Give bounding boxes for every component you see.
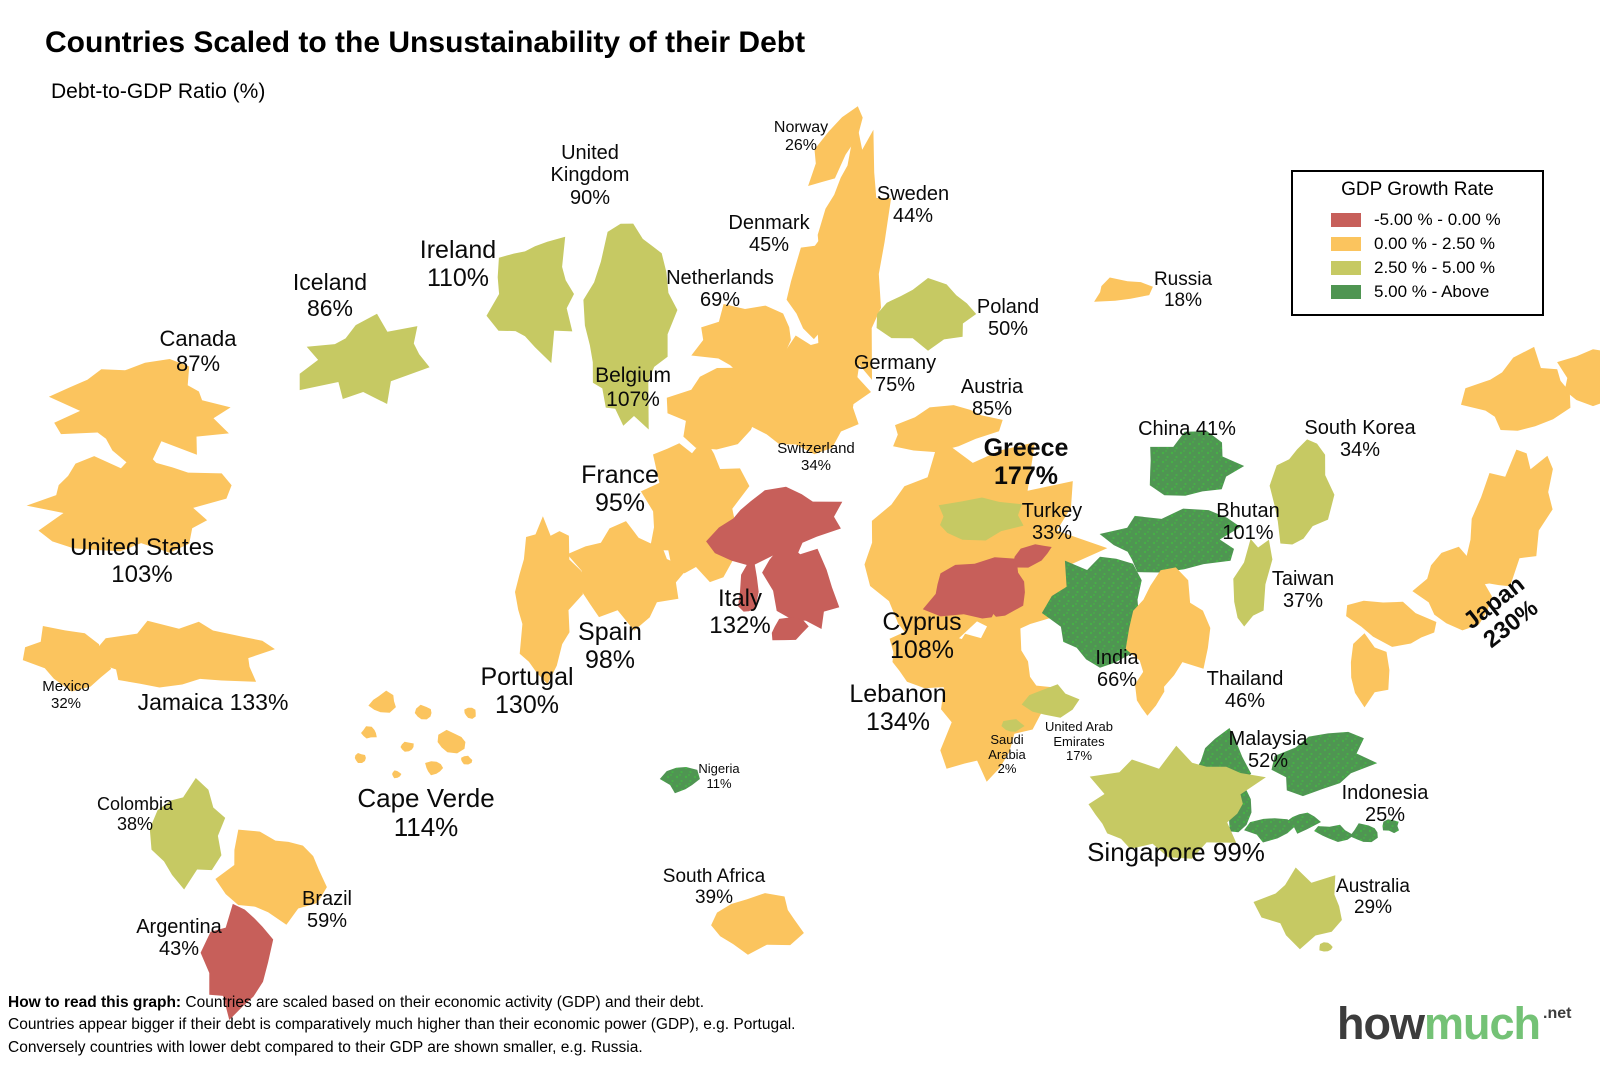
legend-box: GDP Growth Rate -5.00 % - 0.00 % 0.00 % … (1291, 170, 1544, 316)
country-shape-saudi-arabia (1001, 719, 1025, 732)
country-shape-denmark-0 (786, 227, 866, 347)
country-shape-argentina (200, 903, 274, 1020)
legend-swatch-yellow (1331, 237, 1361, 251)
legend-title: GDP Growth Rate (1341, 179, 1494, 200)
country-shape-indonesia-4 (1349, 823, 1378, 843)
country-shape-indonesia-1 (1244, 818, 1296, 843)
country-shape-ireland (486, 236, 574, 364)
legend-row-mid: 2.50 % - 5.00 % (1293, 256, 1542, 280)
country-shape-cape-verde-5 (464, 707, 476, 719)
country-shape-china (1149, 431, 1245, 496)
legend-label: -5.00 % - 0.00 % (1374, 210, 1501, 229)
logo-how: how (1337, 998, 1425, 1049)
country-shape-cyprus-0 (922, 557, 1025, 619)
country-shape-nigeria (659, 767, 700, 794)
country-shape-malaysia-1 (1271, 731, 1378, 797)
country-shape-iceland (299, 313, 430, 404)
country-shape-cape-verde-8 (461, 755, 473, 765)
country-shape-poland (876, 278, 977, 351)
country-shape-cyprus-1 (1013, 544, 1052, 568)
country-shape-cape-verde-4 (400, 741, 414, 752)
country-shape-bhutan (1099, 508, 1241, 573)
country-shape-jamaica (93, 620, 275, 688)
country-shape-brazil (215, 829, 327, 925)
country-shape-mexico (22, 626, 112, 692)
country-shape-portugal (515, 516, 583, 685)
country-shape-canada (48, 359, 231, 464)
country-shape-cape-verde-3 (437, 729, 466, 754)
note-line-2: Countries appear bigger if their debt is… (8, 1016, 796, 1034)
legend-swatch-olive (1331, 261, 1361, 275)
how-to-read-note: How to read this graph: Countries are sc… (8, 992, 795, 1059)
country-shape-spain (567, 521, 688, 631)
country-shape-united-kingdom (583, 223, 678, 430)
country-shape-cape-verde-7 (425, 761, 444, 776)
country-shape-indonesia-5 (1382, 819, 1399, 834)
page-subtitle: Debt-to-GDP Ratio (%) (51, 80, 266, 103)
page-title: Countries Scaled to the Unsustainability… (45, 26, 806, 59)
country-shape-indonesia-2 (1285, 812, 1321, 834)
country-shape-italy-3 (738, 561, 759, 612)
country-shape-south-africa (711, 893, 804, 955)
legend-swatch-red (1331, 213, 1361, 227)
country-shape-taiwan (1233, 538, 1273, 627)
country-shape-singapore (1088, 745, 1266, 859)
country-shape-united-states (26, 446, 232, 553)
country-shape-india (1041, 556, 1142, 668)
country-shape-japan-4 (1346, 600, 1437, 647)
legend-label: 5.00 % - Above (1374, 282, 1490, 301)
country-shape-cape-verde-2 (361, 726, 377, 739)
country-shape-thailand-0 (1125, 567, 1211, 692)
country-shape-australia-1 (1319, 942, 1333, 952)
country-shape-cape-verde-9 (392, 770, 402, 779)
country-shape-indonesia-3 (1314, 824, 1354, 842)
country-shape-italy-2 (771, 617, 809, 641)
country-shape-colombia (149, 778, 226, 890)
country-shape-lebanon (940, 614, 1043, 782)
country-shape-cape-verde-0 (368, 690, 396, 713)
country-shape-australia-0 (1253, 867, 1342, 950)
country-shape-japan-1 (1557, 349, 1600, 407)
country-shape-norway (808, 106, 863, 186)
country-shape-united-arab-emirates (1021, 684, 1080, 718)
country-shape-japan-3 (1412, 546, 1492, 631)
country-shape-russia (1094, 277, 1153, 302)
country-shape-switzerland (780, 405, 849, 438)
country-shape-italy-0 (706, 486, 843, 567)
legend-label: 2.50 % - 5.00 % (1374, 258, 1495, 277)
country-shape-japan-5 (1350, 633, 1390, 708)
legend-swatch-green (1331, 285, 1361, 299)
legend-row-negative: -5.00 % - 0.00 % (1293, 208, 1542, 232)
legend-row-high: 5.00 % - Above (1293, 280, 1542, 304)
country-shape-turkey (938, 497, 1024, 541)
country-shape-japan-2 (1465, 449, 1553, 587)
howmuch-logo[interactable]: howmuch .net (1337, 998, 1571, 1050)
legend-label: 0.00 % - 2.50 % (1374, 234, 1495, 253)
country-shape-italy-1 (762, 542, 840, 629)
logo-net-suffix: .net (1543, 1005, 1572, 1022)
country-shape-cape-verde-1 (414, 704, 432, 720)
note-line-1: How to read this graph: Countries are sc… (8, 994, 705, 1011)
legend-row-low: 0.00 % - 2.50 % (1293, 232, 1542, 256)
country-shape-austria (893, 405, 1003, 453)
country-shape-thailand-1 (1135, 662, 1165, 716)
logo-much: much (1423, 998, 1541, 1049)
note-line-3: Conversely countries with lower debt com… (8, 1038, 643, 1056)
country-shape-south-korea (1269, 439, 1335, 545)
country-shape-greece-0 (864, 438, 1108, 650)
country-shape-japan-0 (1461, 346, 1571, 431)
country-shape-cape-verde-6 (354, 753, 366, 763)
